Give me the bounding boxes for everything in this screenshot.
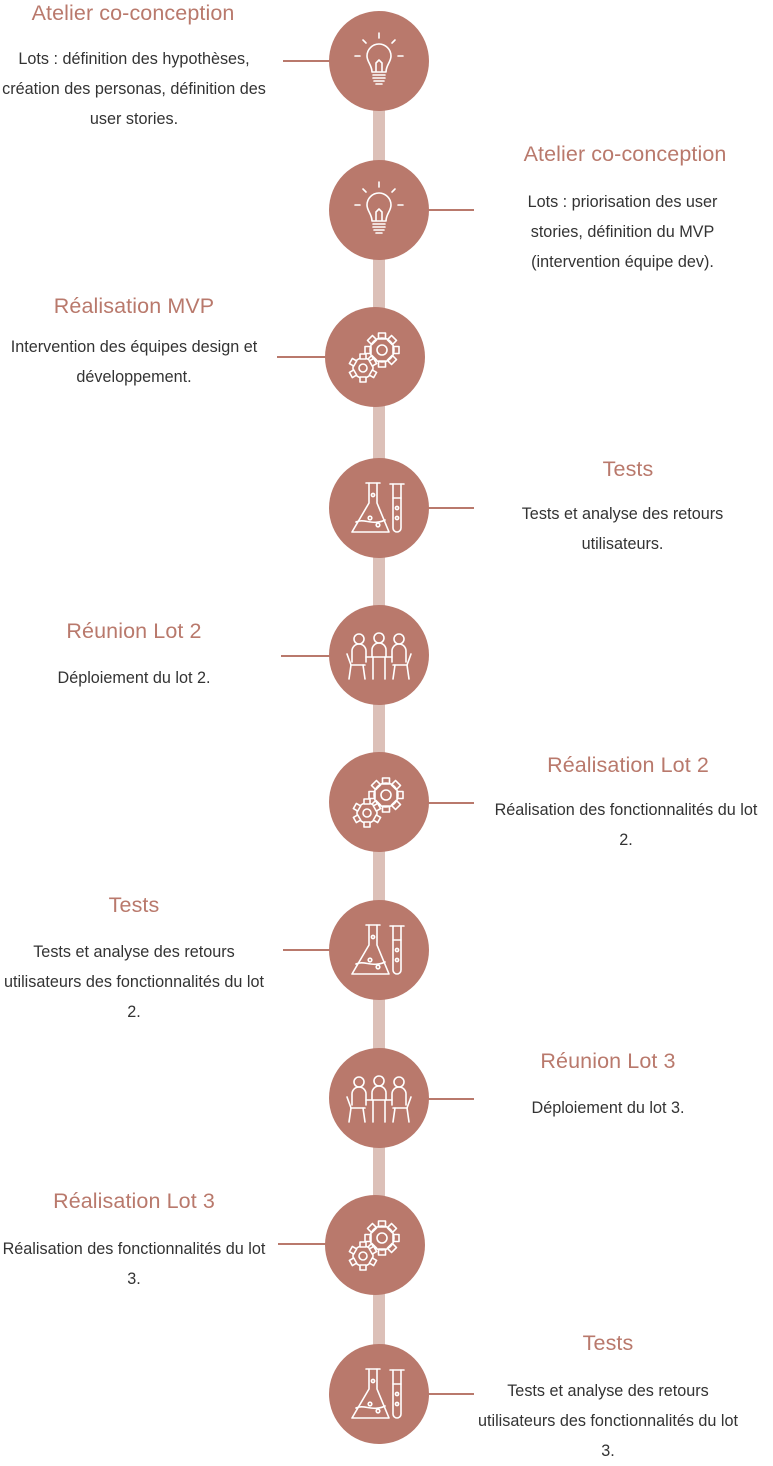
timeline-connector [278, 1243, 328, 1245]
step-title: Réalisation Lot 2 [547, 753, 709, 777]
timeline-node [329, 752, 429, 852]
lab-flask-icon [351, 1368, 405, 1419]
lab-flask-icon [351, 924, 405, 975]
timeline-connector [283, 949, 333, 951]
step-title: Tests [602, 457, 654, 481]
step-description: Déploiement du lot 2. [57, 669, 211, 687]
timeline-node [329, 160, 429, 260]
step-title: Tests [108, 893, 160, 917]
step-description: Réalisation des fonctionnalités du lot 3… [2, 1240, 266, 1288]
step-title: Réalisation MVP [53, 294, 215, 318]
timeline-connector [424, 802, 474, 804]
step-description: Tests et analyse des retours utilisateur… [477, 1382, 739, 1460]
step-description: Réalisation des fonctionnalités du lot 2… [494, 801, 758, 849]
step-description: Intervention des équipes design et dével… [10, 338, 258, 386]
lab-flask-icon [351, 482, 405, 533]
timeline-connector [281, 655, 331, 657]
step-description: Tests et analyse des retours utilisateur… [521, 505, 724, 553]
step-description: Lots : priorisation des user stories, dé… [527, 193, 718, 271]
step-title: Atelier co-conception [31, 1, 235, 25]
step-description: Déploiement du lot 3. [531, 1099, 685, 1117]
timeline-connector [424, 1393, 474, 1395]
timeline-connector [424, 1098, 474, 1100]
meeting-icon [346, 632, 412, 680]
step-title: Réunion Lot 2 [66, 619, 202, 643]
timeline-connector [277, 356, 327, 358]
step-title: Réalisation Lot 3 [53, 1189, 215, 1213]
step-title: Réunion Lot 3 [540, 1049, 676, 1073]
timeline-connector [424, 209, 474, 211]
step-description: Tests et analyse des retours utilisateur… [3, 943, 265, 1021]
step-title: Atelier co-conception [523, 142, 727, 166]
timeline-node [329, 1048, 429, 1148]
step-title: Tests [582, 1331, 634, 1355]
meeting-icon [346, 1075, 412, 1123]
gears-icon [348, 1220, 400, 1271]
gears-icon [348, 332, 400, 383]
timeline-connector [283, 60, 333, 62]
lightbulb-icon [354, 32, 404, 85]
timeline-node [329, 900, 429, 1000]
step-description: Lots : définition des hypothèses, créati… [2, 50, 266, 128]
timeline-connector [424, 507, 474, 509]
timeline-node [325, 307, 425, 407]
timeline-node [325, 1195, 425, 1295]
timeline-node [329, 1344, 429, 1444]
timeline-node [329, 458, 429, 558]
lightbulb-icon [354, 181, 404, 234]
timeline-node [329, 605, 429, 705]
gears-icon [352, 777, 404, 828]
timeline-node [329, 11, 429, 111]
